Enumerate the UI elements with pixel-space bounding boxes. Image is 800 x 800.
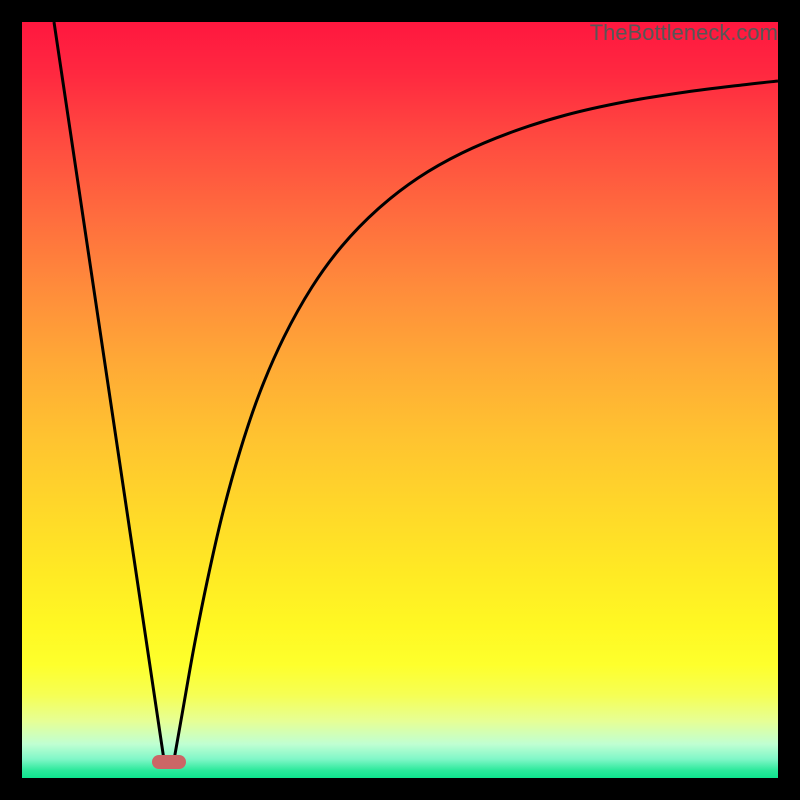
watermark-label: TheBottleneck.com <box>590 22 778 44</box>
optimum-marker <box>152 755 186 769</box>
gradient-background <box>22 22 778 778</box>
plot-area: TheBottleneck.com <box>22 22 778 778</box>
chart-svg <box>22 22 778 778</box>
chart-frame: TheBottleneck.com <box>0 0 800 800</box>
